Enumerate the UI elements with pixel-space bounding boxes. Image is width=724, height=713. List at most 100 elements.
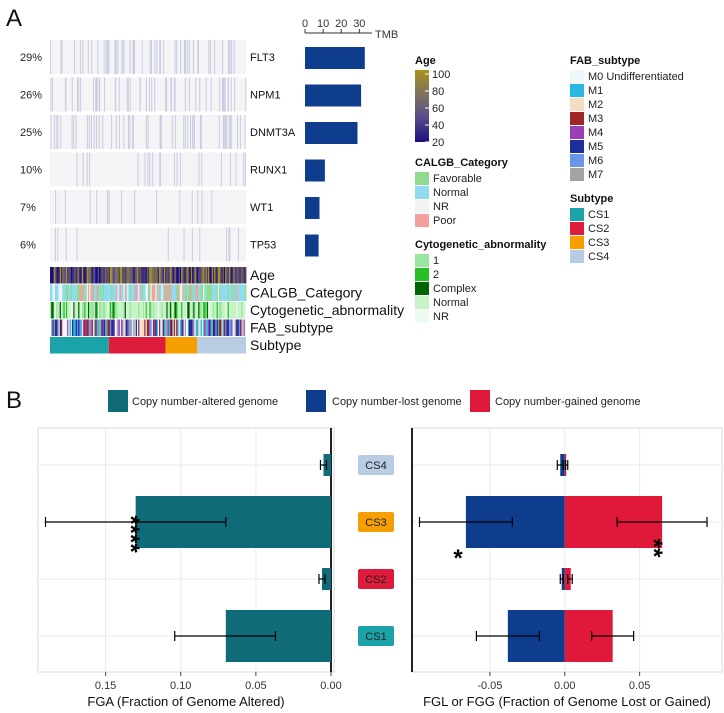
fab-track-cell <box>116 319 118 336</box>
fab-track-cell <box>182 319 184 336</box>
mutation-mark <box>186 40 188 74</box>
age-track-cell <box>138 267 140 284</box>
age-track-cell <box>168 267 171 284</box>
mutation-mark <box>145 115 147 149</box>
calgb-track-cell <box>197 284 199 301</box>
cytogenetic-track-cell <box>91 302 94 319</box>
fab-track-cell <box>244 319 247 336</box>
cytogenetic-track-cell <box>174 302 177 319</box>
calgb-track-cell <box>112 284 115 301</box>
mutation-mark <box>127 77 129 112</box>
cytogenetic-track-cell <box>199 302 202 319</box>
gene-percent: 10% <box>20 165 42 177</box>
calgb-track-cell <box>178 284 181 301</box>
cytogenetic-track-cell <box>119 302 122 319</box>
mutation-mark <box>234 77 236 112</box>
mutation-mark <box>194 115 195 149</box>
mutation-mark <box>239 115 241 149</box>
cytogenetic-track-cell <box>123 302 126 319</box>
age-track-cell <box>51 267 53 284</box>
cytogenetic-track-cell <box>133 302 135 319</box>
subtype-legend-label: CS1 <box>588 209 609 221</box>
mutation-mark <box>224 77 226 112</box>
calgb-track-cell <box>150 284 153 301</box>
cytogenetic-track-cell <box>190 302 193 319</box>
subtype-labels: CS4 CS3 CS2 CS1 <box>358 455 394 646</box>
cytogenetic-track-cell <box>203 302 205 319</box>
age-track-cell <box>204 267 206 284</box>
age-track-cell <box>92 267 95 284</box>
cytogenetic-legend-swatch <box>415 268 429 281</box>
cytogenetic-track-cell <box>108 302 111 319</box>
age-track-cell <box>181 267 183 284</box>
calgb-track-cell <box>188 284 191 301</box>
calgb-track-cell <box>134 284 137 301</box>
age-track-cell <box>94 267 96 284</box>
age-track-cell <box>107 267 110 284</box>
age-track-cell <box>157 267 160 284</box>
cytogenetic-track-cell <box>210 302 213 319</box>
fab-track-cell <box>161 319 164 336</box>
mutation-mark <box>171 115 173 149</box>
calgb-track-cell <box>184 284 187 301</box>
age-track-cell <box>75 267 78 284</box>
fab-track-cell <box>189 319 192 336</box>
fab-track-cell <box>135 319 138 336</box>
fab-track-cell <box>125 319 128 336</box>
annotation-track-label: CALGB_Category <box>250 285 362 301</box>
mutation-mark <box>228 227 230 262</box>
fga-tick-label: 0.00 <box>320 680 341 692</box>
calgb-track-cell <box>140 284 143 301</box>
mutation-mark <box>82 152 84 187</box>
calgb-track-cell <box>228 284 231 301</box>
cytogenetic-track-cell <box>64 302 67 319</box>
mutation-mark <box>97 40 99 74</box>
calgb-track-cell <box>141 284 144 301</box>
fab-track-cell <box>228 319 231 336</box>
fab-track-cell <box>101 319 104 336</box>
fab-track-cell <box>179 319 182 336</box>
cytogenetic-track-cell <box>99 302 101 319</box>
fab-track-cell <box>130 319 133 336</box>
mutation-mark <box>159 40 161 74</box>
calgb-legend-swatch <box>415 200 429 213</box>
fga-tick-label: 0.10 <box>170 680 191 692</box>
mutation-mark <box>198 40 199 74</box>
fab-track-cell <box>59 319 62 336</box>
mutation-mark <box>180 40 182 74</box>
panel-b-legend-swatch <box>306 390 326 412</box>
mutation-mark <box>222 115 224 149</box>
age-track-cell <box>239 267 242 284</box>
fab-track-cell <box>57 319 59 336</box>
subtype-track-segment <box>50 337 109 354</box>
calgb-track-cell <box>56 284 58 301</box>
fab-track-cell <box>222 319 225 336</box>
calgb-track-cell <box>75 284 78 301</box>
mutation-mark <box>243 152 245 187</box>
age-track-cell <box>154 267 156 284</box>
calgb-track-cell <box>181 284 183 301</box>
age-track-cell <box>86 267 89 284</box>
mutation-mark <box>76 227 78 262</box>
fab-track-cell <box>198 319 200 336</box>
cytogenetic-track-cell <box>230 302 232 319</box>
age-track-cell <box>219 267 221 284</box>
age-track-cell <box>78 267 80 284</box>
calgb-track-cell <box>85 284 88 301</box>
age-track-cell <box>123 267 126 284</box>
age-track-cell <box>243 267 246 284</box>
fab-track-cell <box>119 319 122 336</box>
mutation-mark <box>245 77 247 112</box>
mutation-mark <box>57 227 59 262</box>
mutation-mark <box>211 190 213 224</box>
cytogenetic-track-cell <box>79 302 82 319</box>
age-track-cell <box>206 267 209 284</box>
mutation-mark <box>115 40 117 74</box>
cytogenetic-track-cell <box>198 302 200 319</box>
cytogenetic-track-cell <box>54 302 57 319</box>
calgb-track-cell <box>211 284 214 301</box>
fab-track-cell <box>139 319 142 336</box>
cytogenetic-track-cell <box>143 302 145 319</box>
cytogenetic-track-cell <box>144 302 146 319</box>
cytogenetic-track-cell <box>184 302 187 319</box>
